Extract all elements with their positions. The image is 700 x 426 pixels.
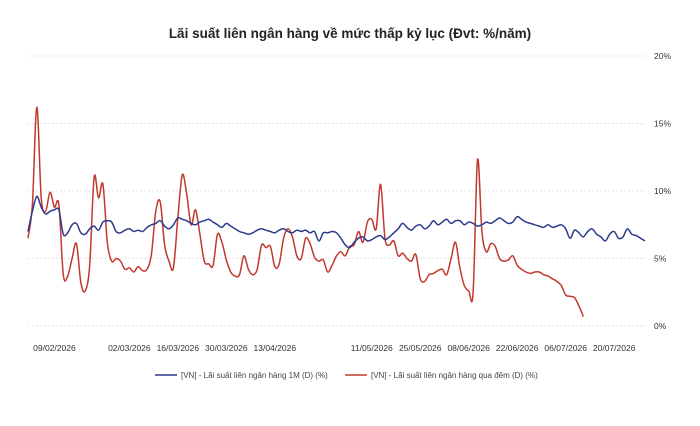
- y-axis-ticks: 0% 5% 10% 15% 20%: [654, 51, 671, 331]
- y-tick-label: 20%: [654, 51, 671, 61]
- x-tick-label: 13/04/2026: [254, 343, 297, 353]
- x-tick-label: 25/05/2026: [399, 343, 442, 353]
- legend-label-1m: [VN] - Lãi suất liên ngân hàng 1M (D) (%…: [181, 371, 328, 380]
- x-tick-label: 02/03/2026: [108, 343, 151, 353]
- x-tick-label: 22/06/2026: [496, 343, 539, 353]
- x-tick-label: 11/05/2026: [351, 343, 393, 353]
- x-tick-label: 30/03/2026: [205, 343, 248, 353]
- series-lines: [27, 106, 646, 317]
- x-tick-label: 16/03/2026: [157, 343, 200, 353]
- y-tick-label: 5%: [654, 254, 667, 264]
- series-line-1m: [27, 195, 646, 249]
- y-tick-label: 10%: [654, 186, 671, 196]
- grid-lines: [28, 55, 645, 327]
- x-tick-label: 20/07/2026: [593, 343, 636, 353]
- chart-title: Lãi suất liên ngân hàng về mức thấp kỷ l…: [169, 26, 531, 41]
- legend: [VN] - Lãi suất liên ngân hàng 1M (D) (%…: [155, 371, 538, 380]
- x-axis-ticks: 09/02/2026 02/03/2026 16/03/2026 30/03/2026…: [33, 343, 636, 353]
- x-tick-label: 06/07/2026: [544, 343, 587, 353]
- y-tick-label: 0%: [654, 321, 667, 331]
- series-line-overnight: [27, 106, 584, 317]
- legend-label-overnight: [VN] - Lãi suất liên ngân hàng qua đêm (…: [371, 371, 538, 380]
- x-tick-label: 09/02/2026: [33, 343, 76, 353]
- x-tick-label: 08/06/2026: [447, 343, 490, 353]
- y-tick-label: 15%: [654, 119, 671, 129]
